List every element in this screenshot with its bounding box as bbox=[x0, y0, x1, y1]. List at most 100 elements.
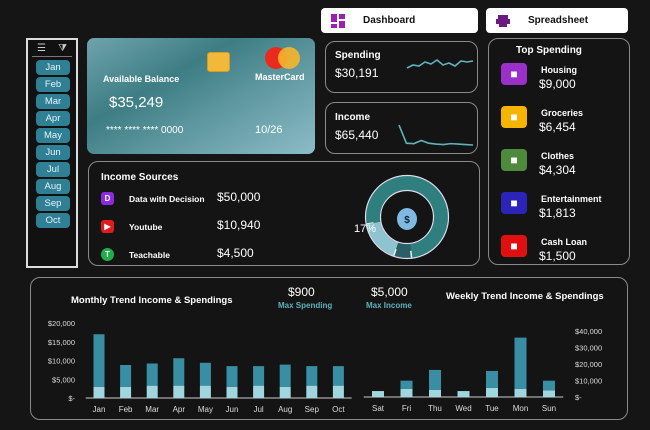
clear-filter-icon[interactable]: ⧩ bbox=[58, 43, 67, 54]
y-tick-label: $10,000 bbox=[575, 377, 602, 386]
bar-segment bbox=[486, 387, 498, 397]
bar-segment bbox=[514, 388, 527, 397]
y-tick-label: $- bbox=[575, 393, 582, 402]
card-brand: MasterCard bbox=[255, 72, 305, 82]
donut-slice bbox=[366, 221, 399, 256]
y-tick-label: $15,000 bbox=[48, 338, 75, 347]
bar-segment bbox=[457, 391, 470, 397]
bar-segment bbox=[543, 380, 555, 391]
x-tick-label: Sun bbox=[542, 404, 556, 413]
chip-icon bbox=[207, 52, 230, 72]
slicer-item-jul[interactable]: Jul bbox=[36, 162, 70, 177]
x-tick-label: Sep bbox=[305, 405, 320, 414]
donut-label: 17% bbox=[354, 223, 376, 235]
x-tick-label: Oct bbox=[332, 405, 345, 414]
bar-segment bbox=[199, 362, 211, 386]
slicer-item-feb[interactable]: Feb bbox=[36, 77, 70, 92]
source-value: $10,940 bbox=[217, 218, 261, 232]
mastercard-logo bbox=[265, 47, 301, 69]
slicer-item-jun[interactable]: Jun bbox=[36, 145, 70, 160]
y-tick-label: $5,000 bbox=[52, 375, 75, 384]
bar-segment bbox=[173, 358, 185, 386]
multi-select-icon[interactable]: ☰ bbox=[37, 43, 46, 54]
y-tick-label: $10,000 bbox=[48, 357, 75, 366]
bar-segment bbox=[306, 366, 318, 386]
dashboard-button[interactable]: Dashboard bbox=[321, 8, 478, 33]
top-spending-name: Entertainment bbox=[541, 194, 602, 204]
month-slicer: ☰ ⧩ Jan Feb Mar Apr May Jun Jul Aug Sep Oct bbox=[26, 38, 78, 268]
slicer-item-mar[interactable]: Mar bbox=[36, 94, 70, 109]
slicer-item-aug[interactable]: Aug bbox=[36, 179, 70, 194]
dashboard-grid-icon bbox=[331, 13, 345, 28]
spending-label: Spending bbox=[335, 50, 381, 61]
y-tick-label: $20,000 bbox=[48, 319, 75, 328]
bar-segment bbox=[306, 385, 318, 398]
house-dollar-icon: ■ bbox=[501, 63, 527, 85]
top-spending-value: $1,813 bbox=[539, 206, 576, 220]
bar-segment bbox=[253, 366, 265, 386]
bar-segment bbox=[173, 385, 185, 398]
dashboard-label: Dashboard bbox=[363, 15, 416, 26]
spreadsheet-icon bbox=[496, 14, 510, 27]
y-tick-label: $- bbox=[68, 394, 75, 403]
bar-segment bbox=[120, 365, 132, 387]
source-name: Youtube bbox=[129, 222, 163, 232]
x-tick-label: May bbox=[198, 405, 213, 414]
bar-segment bbox=[279, 386, 291, 398]
slicer-item-apr[interactable]: Apr bbox=[36, 111, 70, 126]
income-sources-title: Income Sources bbox=[101, 172, 179, 183]
x-tick-label: Fri bbox=[402, 404, 412, 413]
bar-segment bbox=[486, 370, 498, 388]
bar-segment bbox=[93, 386, 105, 398]
slicer-item-sep[interactable]: Sep bbox=[36, 196, 70, 211]
top-spending-name: Housing bbox=[541, 65, 577, 75]
income-value: $65,440 bbox=[335, 128, 379, 142]
bar-segment bbox=[332, 385, 344, 398]
x-tick-label: Jul bbox=[253, 405, 263, 414]
bar-segment bbox=[429, 389, 441, 397]
slicer-item-jan[interactable]: Jan bbox=[36, 60, 70, 75]
bar-segment bbox=[279, 364, 291, 387]
spending-value: $30,191 bbox=[335, 66, 379, 80]
income-label: Income bbox=[335, 112, 371, 123]
bar-segment bbox=[400, 380, 413, 389]
credit-card: MasterCard Available Balance $35,249 ***… bbox=[87, 38, 315, 154]
top-spending-name: Cash Loan bbox=[541, 237, 588, 247]
groceries-icon: ■ bbox=[501, 106, 527, 128]
x-tick-label: Mon bbox=[513, 404, 529, 413]
x-tick-label: Aug bbox=[278, 405, 292, 414]
income-donut-chart: 76%7%17%$ bbox=[354, 174, 450, 260]
bar-segment bbox=[226, 366, 238, 387]
balance-value: $35,249 bbox=[109, 94, 164, 111]
bar-segment bbox=[146, 385, 158, 398]
x-tick-label: Tue bbox=[485, 404, 499, 413]
sparkline-line bbox=[406, 59, 474, 69]
x-tick-label: Apr bbox=[173, 405, 186, 414]
slicer-item-oct[interactable]: Oct bbox=[36, 213, 70, 228]
spreadsheet-button[interactable]: Spreadsheet bbox=[486, 8, 628, 33]
x-tick-label: Jun bbox=[226, 405, 239, 414]
bar-segment bbox=[332, 366, 344, 386]
svg-text:$: $ bbox=[404, 215, 410, 226]
top-spending-value: $4,304 bbox=[539, 163, 576, 177]
bar-segment bbox=[199, 385, 211, 398]
card-number: **** **** **** 0000 bbox=[106, 125, 184, 136]
x-tick-label: Mar bbox=[145, 405, 159, 414]
x-tick-label: Thu bbox=[428, 404, 442, 413]
bar-segment bbox=[120, 386, 132, 398]
source-value: $50,000 bbox=[217, 190, 261, 204]
top-spending-value: $1,500 bbox=[539, 249, 576, 263]
source-icon: D bbox=[101, 192, 114, 205]
max-income-value: $5,000 bbox=[371, 285, 408, 299]
weekly-chart-title: Weekly Trend Income & Spendings bbox=[446, 291, 604, 302]
top-spending-value: $6,454 bbox=[539, 120, 576, 134]
bar-segment bbox=[253, 385, 265, 398]
source-icon: T bbox=[101, 248, 114, 261]
card-expiry: 10/26 bbox=[255, 124, 283, 136]
bar-segment bbox=[372, 391, 384, 397]
balance-label: Available Balance bbox=[103, 74, 180, 84]
bar-segment bbox=[146, 363, 158, 386]
top-spending-value: $9,000 bbox=[539, 77, 576, 91]
slicer-item-may[interactable]: May bbox=[36, 128, 70, 143]
